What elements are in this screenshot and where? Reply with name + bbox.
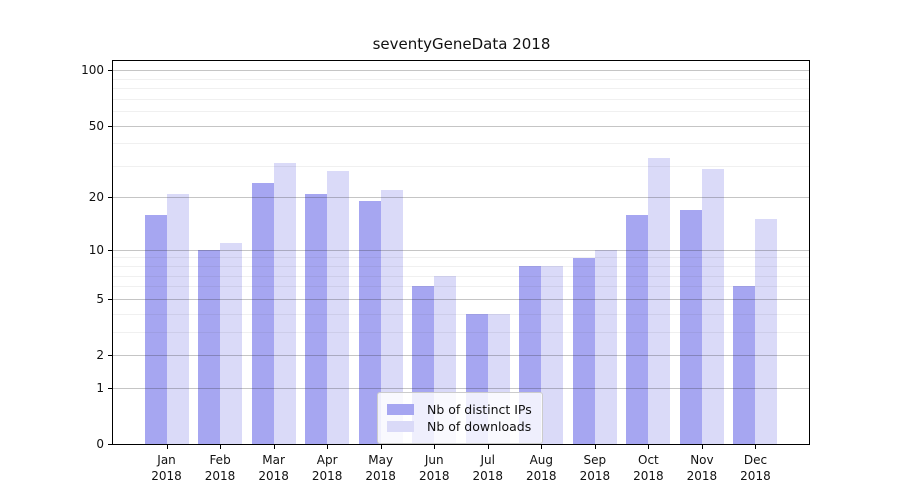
x-tick-mark: [380, 445, 382, 449]
x-tick-label: Jun 2018: [418, 453, 450, 483]
y-tick-mark: [108, 197, 112, 199]
x-tick-mark: [755, 445, 757, 449]
legend: Nb of distinct IPs Nb of downloads: [377, 392, 543, 444]
x-tick-label: Oct 2018: [633, 453, 664, 483]
x-tick-mark: [487, 445, 489, 449]
x-tick-mark: [434, 445, 436, 449]
y-tick-label: 2: [96, 348, 104, 362]
x-tick-mark: [594, 445, 596, 449]
x-tick-label: Mar 2018: [258, 453, 289, 483]
y-tick-mark: [108, 249, 112, 251]
x-tick-label: Apr 2018: [311, 453, 343, 483]
bar-downloads-feb: [220, 242, 243, 444]
x-tick-label: Jan 2018: [151, 453, 182, 483]
bar-distinct-ips-may: [358, 201, 381, 444]
bar-downloads-jan: [166, 193, 189, 444]
x-tick-mark: [648, 445, 650, 449]
bar-downloads-aug: [541, 266, 564, 444]
x-tick-label: Nov 2018: [686, 453, 718, 483]
legend-swatch-distinct-ips: [387, 404, 414, 415]
legend-label: Nb of downloads: [427, 419, 532, 434]
y-tick-label: 50: [88, 118, 104, 133]
bar-distinct-ips-jan: [144, 214, 167, 444]
x-tick-mark: [541, 445, 543, 449]
bar-downloads-nov: [701, 168, 724, 444]
bar-distinct-ips-apr: [305, 193, 328, 444]
y-tick-label: 0: [96, 437, 104, 451]
x-tick-label: May 2018: [365, 453, 396, 483]
x-tick-label: Dec 2018: [740, 453, 771, 483]
legend-label: Nb of distinct IPs: [427, 402, 532, 417]
bar-distinct-ips-sep: [572, 257, 595, 444]
y-tick-mark: [108, 387, 112, 389]
x-tick-label: Feb 2018: [204, 453, 236, 483]
bar-distinct-ips-oct: [626, 214, 649, 444]
plot-area: [112, 60, 810, 445]
x-tick-mark: [327, 445, 329, 449]
bar-distinct-ips-nov: [679, 209, 702, 444]
x-tick-label: Aug 2018: [526, 453, 557, 483]
bar-downloads-mar: [273, 163, 296, 444]
bar-downloads-apr: [327, 171, 350, 444]
bar-downloads-may: [380, 190, 403, 444]
bar-downloads-dec: [755, 219, 778, 444]
legend-row: Nb of distinct IPs: [387, 402, 532, 417]
y-tick-label: 10: [88, 242, 104, 257]
y-tick-mark: [108, 125, 112, 127]
y-tick-mark: [108, 70, 112, 72]
legend-row: Nb of downloads: [387, 419, 532, 434]
x-tick-label: Sep 2018: [579, 453, 611, 483]
x-tick-mark: [166, 445, 168, 449]
y-tick-label: 20: [88, 190, 104, 205]
bar-downloads-oct: [648, 158, 671, 444]
y-tick-label: 5: [96, 291, 104, 306]
x-tick-mark: [220, 445, 222, 449]
chart-title: seventyGeneData 2018: [372, 35, 551, 53]
x-tick-mark: [701, 445, 703, 449]
x-tick-label: Jul 2018: [472, 453, 504, 483]
bar-distinct-ips-feb: [198, 249, 221, 444]
y-tick-mark: [108, 298, 112, 300]
legend-swatch-downloads: [387, 421, 414, 432]
x-tick-mark: [273, 445, 275, 449]
y-tick-mark: [108, 355, 112, 356]
bar-distinct-ips-dec: [733, 286, 756, 444]
y-tick-mark: [108, 444, 112, 445]
bar-distinct-ips-mar: [251, 183, 274, 444]
y-tick-label: 1: [96, 380, 104, 395]
bar-downloads-sep: [594, 249, 617, 444]
bars-layer: [113, 61, 809, 444]
y-tick-label: 100: [81, 63, 104, 78]
